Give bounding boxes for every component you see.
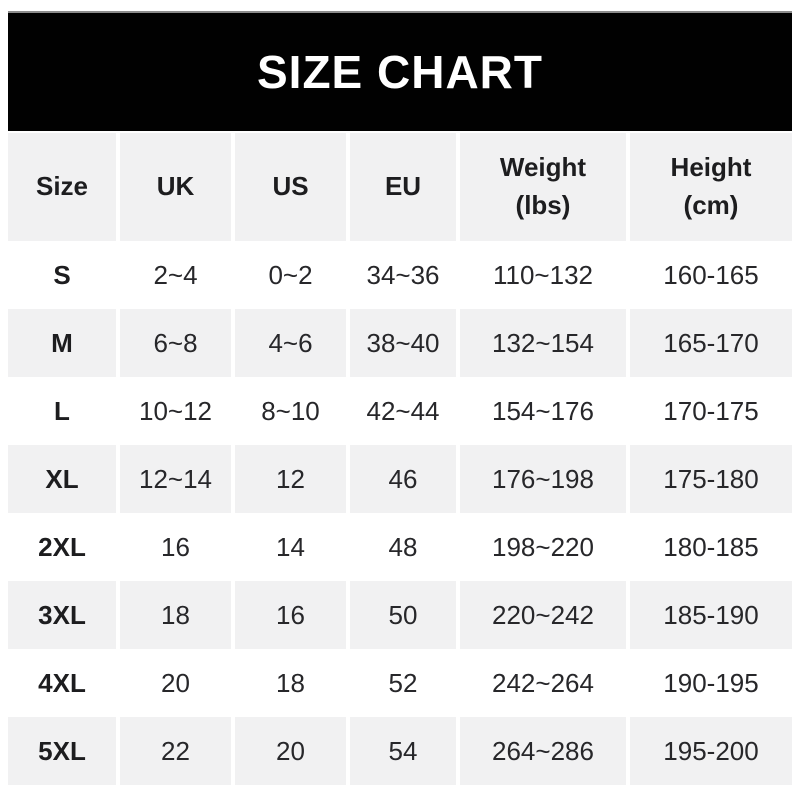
table-row-4xl: 4XL 20 18 52 242~264 190-195 (8, 649, 792, 717)
table-cell-height-cm: 185-190 (630, 581, 792, 649)
table-cell-height-cm: 180-185 (630, 513, 792, 581)
size-label: M (8, 309, 116, 377)
table-cell-height-cm: 165-170 (630, 309, 792, 377)
column-header-height: Height (cm) (630, 133, 792, 241)
table-cell-eu: 54 (350, 717, 456, 785)
table-row-2xl: 2XL 16 14 48 198~220 180-185 (8, 513, 792, 581)
table-cell-eu: 50 (350, 581, 456, 649)
size-chart-banner: SIZE CHART (8, 11, 792, 131)
table-row-3xl: 3XL 18 16 50 220~242 185-190 (8, 581, 792, 649)
size-label: S (8, 241, 116, 309)
table-cell-uk: 6~8 (120, 309, 231, 377)
table-row-s: S 2~4 0~2 34~36 110~132 160-165 (8, 241, 792, 309)
table-header-row: Size UK US EU Weight (lbs) Height (cm) (8, 133, 792, 241)
table-cell-uk: 22 (120, 717, 231, 785)
table-cell-weight-lbs: 242~264 (460, 649, 626, 717)
table-cell-uk: 2~4 (120, 241, 231, 309)
table-cell-eu: 46 (350, 445, 456, 513)
table-cell-eu: 34~36 (350, 241, 456, 309)
size-table: Size UK US EU Weight (lbs) Height (cm) S 2~4 0~… (8, 133, 792, 785)
table-cell-weight-lbs: 154~176 (460, 377, 626, 445)
table-cell-eu: 52 (350, 649, 456, 717)
table-cell-height-cm: 170-175 (630, 377, 792, 445)
table-cell-height-cm: 190-195 (630, 649, 792, 717)
column-header-uk: UK (120, 133, 231, 241)
size-label: 4XL (8, 649, 116, 717)
table-cell-height-cm: 160-165 (630, 241, 792, 309)
size-chart-page: SIZE CHART Size UK US EU Weight (lbs) Height … (0, 11, 800, 785)
size-label: L (8, 377, 116, 445)
table-cell-weight-lbs: 110~132 (460, 241, 626, 309)
table-cell-us: 18 (235, 649, 346, 717)
table-row-l: L 10~12 8~10 42~44 154~176 170-175 (8, 377, 792, 445)
table-cell-weight-lbs: 220~242 (460, 581, 626, 649)
table-cell-weight-lbs: 264~286 (460, 717, 626, 785)
table-cell-uk: 10~12 (120, 377, 231, 445)
table-cell-us: 4~6 (235, 309, 346, 377)
table-row-m: M 6~8 4~6 38~40 132~154 165-170 (8, 309, 792, 377)
table-body: S 2~4 0~2 34~36 110~132 160-165 M 6~8 4~6 38~40 13… (8, 241, 792, 785)
table-cell-weight-lbs: 132~154 (460, 309, 626, 377)
table-cell-us: 16 (235, 581, 346, 649)
table-cell-eu: 42~44 (350, 377, 456, 445)
table-cell-us: 12 (235, 445, 346, 513)
size-label: XL (8, 445, 116, 513)
table-cell-eu: 48 (350, 513, 456, 581)
table-row-5xl: 5XL 22 20 54 264~286 195-200 (8, 717, 792, 785)
table-cell-weight-lbs: 198~220 (460, 513, 626, 581)
table-cell-eu: 38~40 (350, 309, 456, 377)
table-cell-us: 20 (235, 717, 346, 785)
table-cell-us: 8~10 (235, 377, 346, 445)
size-label: 2XL (8, 513, 116, 581)
table-cell-us: 14 (235, 513, 346, 581)
column-header-us: US (235, 133, 346, 241)
table-cell-uk: 18 (120, 581, 231, 649)
column-header-weight: Weight (lbs) (460, 133, 626, 241)
table-cell-uk: 16 (120, 513, 231, 581)
size-label: 3XL (8, 581, 116, 649)
size-chart-title: SIZE CHART (257, 46, 543, 98)
table-cell-weight-lbs: 176~198 (460, 445, 626, 513)
column-header-size: Size (8, 133, 116, 241)
table-row-xl: XL 12~14 12 46 176~198 175-180 (8, 445, 792, 513)
table-cell-uk: 12~14 (120, 445, 231, 513)
table-cell-height-cm: 195-200 (630, 717, 792, 785)
size-label: 5XL (8, 717, 116, 785)
column-header-eu: EU (350, 133, 456, 241)
table-cell-us: 0~2 (235, 241, 346, 309)
table-cell-height-cm: 175-180 (630, 445, 792, 513)
table-cell-uk: 20 (120, 649, 231, 717)
